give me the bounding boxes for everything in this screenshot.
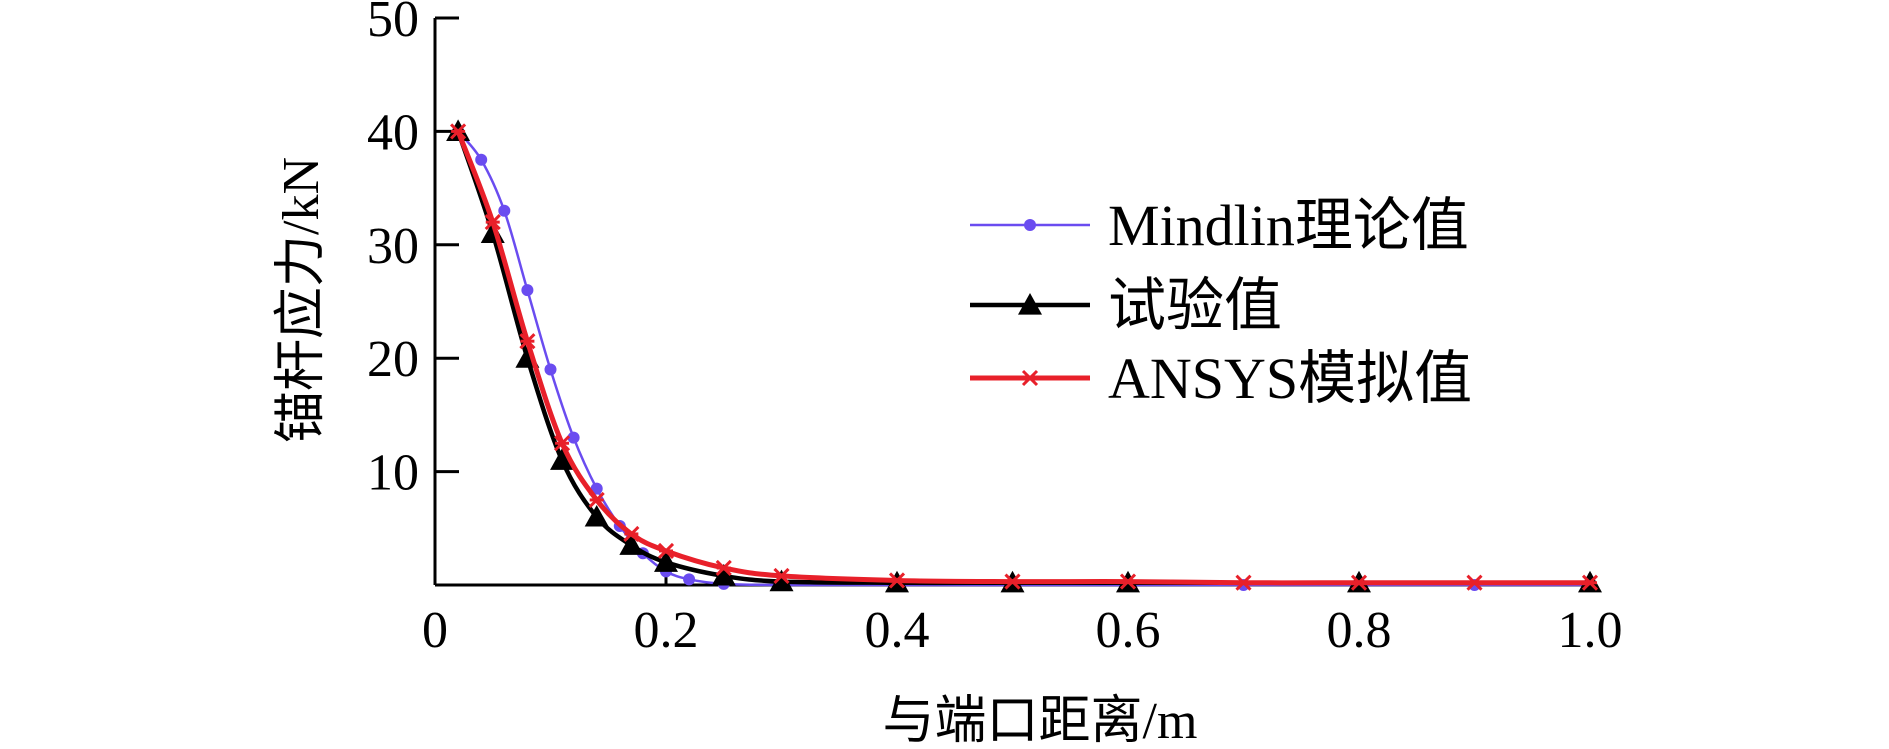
- x-tick-label: 0.2: [634, 602, 699, 659]
- data-point: [888, 572, 906, 589]
- legend-item: Mindlin理论值: [970, 193, 1469, 258]
- legend-item: ANSYS模拟值: [970, 346, 1472, 411]
- y-tick-labels: 10 20 30 40 50: [367, 0, 419, 502]
- x-tick-label: 0.6: [1096, 602, 1161, 659]
- x-tick-label: 0.4: [865, 602, 930, 659]
- legend-label: ANSYS模拟值: [1108, 346, 1472, 411]
- y-tick-label: 40: [367, 104, 419, 161]
- x-tick-label: 0.8: [1327, 602, 1392, 659]
- data-point: [1018, 293, 1042, 315]
- data-point: [1021, 369, 1039, 387]
- data-point: [1024, 219, 1036, 231]
- series-layer: [446, 119, 1602, 593]
- legend-item: 试验值: [970, 273, 1282, 338]
- data-point: [498, 204, 511, 217]
- axes: [433, 16, 1592, 587]
- series-2: [450, 123, 1599, 591]
- data-point: [654, 550, 678, 572]
- data-point: [553, 435, 571, 452]
- data-point: [590, 482, 603, 495]
- x-tick-labels: 0 0.2 0.4 0.6 0.8 1.0: [422, 602, 1623, 659]
- y-tick-label: 30: [367, 218, 419, 275]
- legend-label: 试验值: [1108, 273, 1282, 338]
- data-point: [769, 569, 794, 592]
- data-point: [711, 563, 736, 586]
- data-point: [683, 573, 696, 586]
- data-point: [619, 533, 644, 555]
- data-point: [484, 214, 501, 231]
- data-point: [544, 363, 557, 376]
- data-point: [588, 491, 605, 509]
- data-point: [715, 559, 732, 577]
- data-point: [1581, 574, 1599, 591]
- data-point: [519, 333, 536, 350]
- data-point: [623, 525, 640, 543]
- y-tick-label: 20: [367, 331, 419, 388]
- data-point: [450, 123, 467, 140]
- data-point: [1466, 574, 1483, 591]
- data-point: [521, 284, 534, 297]
- data-point: [567, 431, 580, 444]
- data-point: [475, 153, 488, 166]
- legend-label: Mindlin理论值: [1108, 193, 1469, 258]
- data-point: [1119, 573, 1137, 590]
- data-point: [1004, 573, 1021, 590]
- y-tick-label: 10: [367, 445, 419, 502]
- x-tick-label: 0: [422, 602, 448, 659]
- data-point: [773, 567, 790, 584]
- y-axis-title: 锚杆应力/kN: [273, 157, 330, 443]
- data-point: [1235, 574, 1252, 591]
- x-axis-title: 与端口距离/m: [883, 693, 1198, 749]
- y-tick-label: 50: [367, 0, 419, 48]
- data-point: [1350, 574, 1368, 591]
- data-point: [584, 504, 609, 527]
- x-tick-label: 1.0: [1558, 602, 1623, 659]
- data-point: [657, 542, 675, 560]
- data-point: [550, 448, 575, 470]
